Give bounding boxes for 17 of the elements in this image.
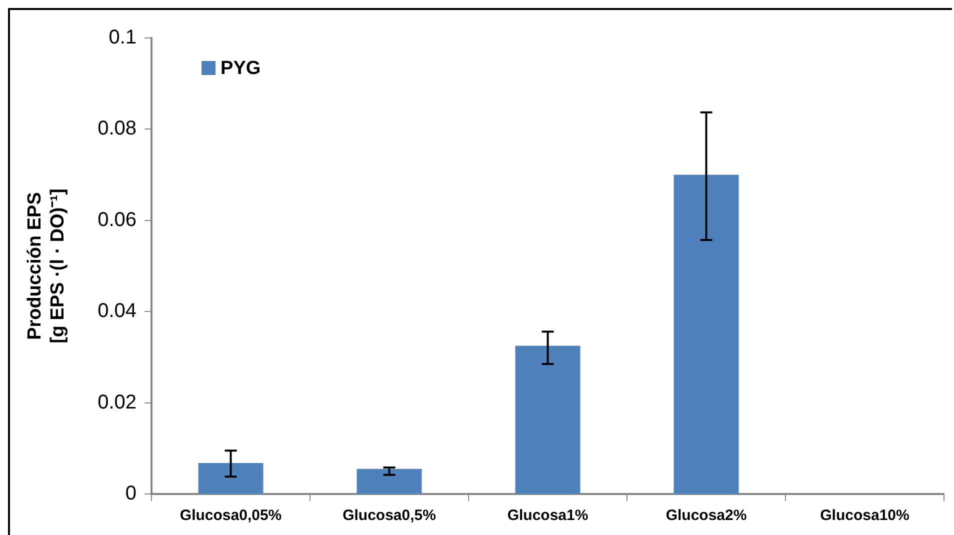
y-tick-label: 0.06 — [98, 208, 137, 231]
x-tick-label: Glucosa0,05% — [180, 507, 282, 524]
y-tick-label: 0.02 — [98, 391, 137, 414]
x-tick-label: Glucosa10% — [820, 507, 910, 524]
bar — [515, 346, 580, 494]
y-tick-label: 0 — [125, 482, 137, 505]
legend-label: PYG — [220, 58, 261, 80]
bar — [198, 462, 264, 494]
bar — [674, 174, 739, 494]
y-axis-title: Producción EPS [g EPS ·(l · DO)⁻¹] — [24, 188, 68, 344]
y-tick-label: 0.08 — [98, 118, 137, 140]
bar — [356, 468, 422, 494]
x-tick-label: Glucosa0,5% — [342, 507, 436, 524]
x-tick-label: Glucosa2% — [666, 507, 747, 524]
x-tick-label: Glucosa1% — [507, 507, 588, 524]
y-tick-label: 0.04 — [98, 300, 137, 322]
y-tick-label: 0.1 — [108, 26, 137, 49]
